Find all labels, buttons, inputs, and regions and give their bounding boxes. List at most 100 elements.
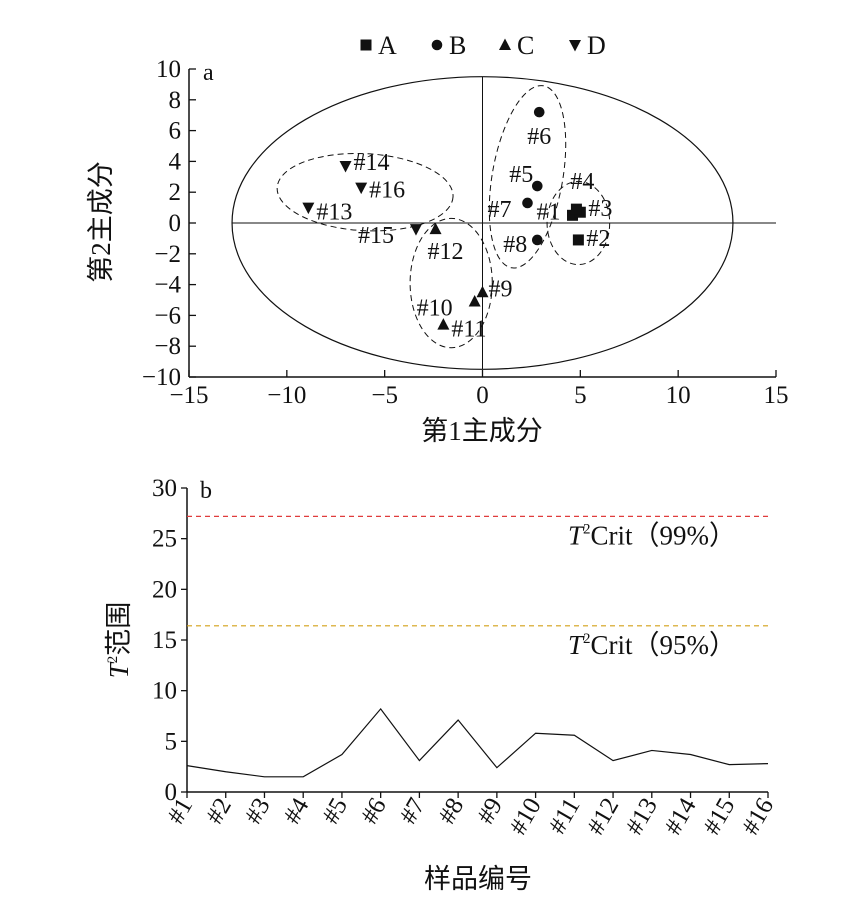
x-tick-label: #8 [433, 794, 469, 829]
data-point-8 [531, 234, 543, 246]
y-axis-label-italic: T [104, 661, 134, 678]
legend-marker-d [569, 40, 581, 52]
y-tick-label: 4 [169, 148, 182, 175]
y-axis-label-sup: 2 [105, 656, 121, 664]
y-tick-label: 2 [169, 179, 182, 206]
y-axis-label-rest: 范围 [104, 602, 134, 656]
y-tick-label: −10 [142, 364, 181, 391]
threshold-label-rest: Crit（95%） [591, 630, 737, 660]
x-tick-label: #13 [621, 794, 663, 840]
x-tick-label: 15 [764, 382, 789, 409]
x-tick-label: #4 [279, 793, 315, 829]
threshold-label-1: T2Crit（95%） [568, 630, 736, 660]
x-tick-label: −10 [267, 382, 306, 409]
y-tick-label: 30 [152, 475, 177, 502]
x-tick-label: −15 [169, 382, 208, 409]
legend-label: D [587, 31, 606, 60]
data-point-4 [570, 203, 582, 215]
legend: A B C D [360, 31, 606, 60]
data-point-9 [476, 285, 489, 298]
point-label: #13 [316, 200, 352, 226]
y-tick-label: 0 [165, 779, 178, 806]
t2-series-line [186, 707, 769, 778]
panel-label-b: b [200, 478, 212, 504]
y-tick-label: 0 [169, 210, 182, 237]
x-tick-label: #5 [317, 794, 353, 829]
y-tick-label: 20 [152, 576, 177, 603]
legend-label: A [378, 31, 397, 60]
x-tick-label: #15 [698, 794, 740, 840]
point-label: #2 [586, 226, 610, 252]
threshold-lines: T2Crit（99%）T2Crit（95%） [187, 515, 768, 660]
group-ellipse-c [409, 217, 493, 349]
group-ellipse-d [276, 152, 454, 232]
y-tick-label: 10 [152, 678, 177, 705]
x-axis-label: 样品编号 [424, 864, 532, 894]
y-tick-label: −2 [154, 241, 181, 268]
point-label: #14 [354, 150, 390, 176]
x-tick-label: 5 [574, 382, 587, 409]
point-label: #5 [509, 162, 533, 188]
point-label: #8 [503, 232, 527, 258]
x-tick-label: #2 [201, 794, 237, 829]
y-tick-label: −6 [154, 302, 181, 329]
point-label: #12 [428, 239, 464, 265]
data-point-16 [355, 182, 368, 195]
x-tick-label: 10 [666, 382, 691, 409]
x-tick-label: #7 [395, 794, 431, 829]
point-label: #3 [588, 196, 612, 222]
data-point-12 [429, 222, 442, 235]
data-point-6 [533, 106, 545, 118]
legend-label: C [517, 31, 534, 60]
x-tick-label: #3 [240, 794, 276, 829]
y-tick-label: 8 [169, 87, 182, 114]
group-ellipse-b [488, 85, 567, 269]
x-tick-label: #10 [505, 794, 547, 840]
threshold-label-italic: T [568, 630, 585, 660]
x-tick-label: #6 [356, 794, 392, 829]
points: #1 #2 #3#4 #5 #6 #7 #8 #9 #10#11 #12 #13#14 #15 #16 [302, 106, 612, 343]
legend-label: B [449, 31, 466, 60]
x-axis-label: 第1主成分 [421, 416, 543, 446]
data-point-7 [522, 197, 533, 209]
y-tick-label: 6 [169, 118, 182, 145]
threshold-label-italic: T [568, 520, 585, 550]
point-label: #15 [358, 223, 394, 249]
threshold-label-sup: 2 [583, 521, 591, 537]
x-tick-label: #14 [660, 793, 702, 839]
x-tick-label: #12 [582, 794, 624, 840]
point-label: #1 [537, 199, 561, 225]
y-tick-label: 10 [156, 56, 181, 83]
data-point-10 [468, 295, 481, 307]
legend-marker-a [360, 39, 372, 51]
y-tick-label: −4 [154, 272, 181, 299]
y-tick-label: −8 [154, 333, 181, 360]
point-label: #16 [369, 178, 405, 204]
data-point-2 [572, 234, 584, 246]
threshold-label-sup: 2 [583, 631, 591, 647]
data-point-15 [409, 224, 422, 236]
point-label: #10 [417, 296, 453, 322]
panel-label-a: a [203, 60, 214, 86]
data-point-5 [531, 180, 543, 192]
y-tick-label: 5 [165, 728, 178, 755]
y-axis-label: T2范围 [104, 602, 134, 679]
point-label: #11 [451, 317, 486, 343]
y-tick-label: 25 [152, 526, 177, 553]
point-label: #7 [488, 197, 512, 223]
threshold-label-rest: Crit（99%） [591, 520, 737, 550]
x-tick-label: −5 [371, 382, 398, 409]
point-label: #9 [489, 276, 513, 302]
y-axis-label: 第2主成分 [86, 161, 116, 283]
data-point-14 [339, 161, 352, 173]
point-label: #6 [527, 124, 551, 150]
x-tick-label: #11 [544, 794, 586, 839]
data-point-13 [302, 202, 315, 215]
x-tick-label: #9 [472, 794, 508, 829]
legend-marker-c [499, 38, 511, 50]
x-tick-label: 0 [476, 382, 489, 409]
series [186, 707, 769, 778]
